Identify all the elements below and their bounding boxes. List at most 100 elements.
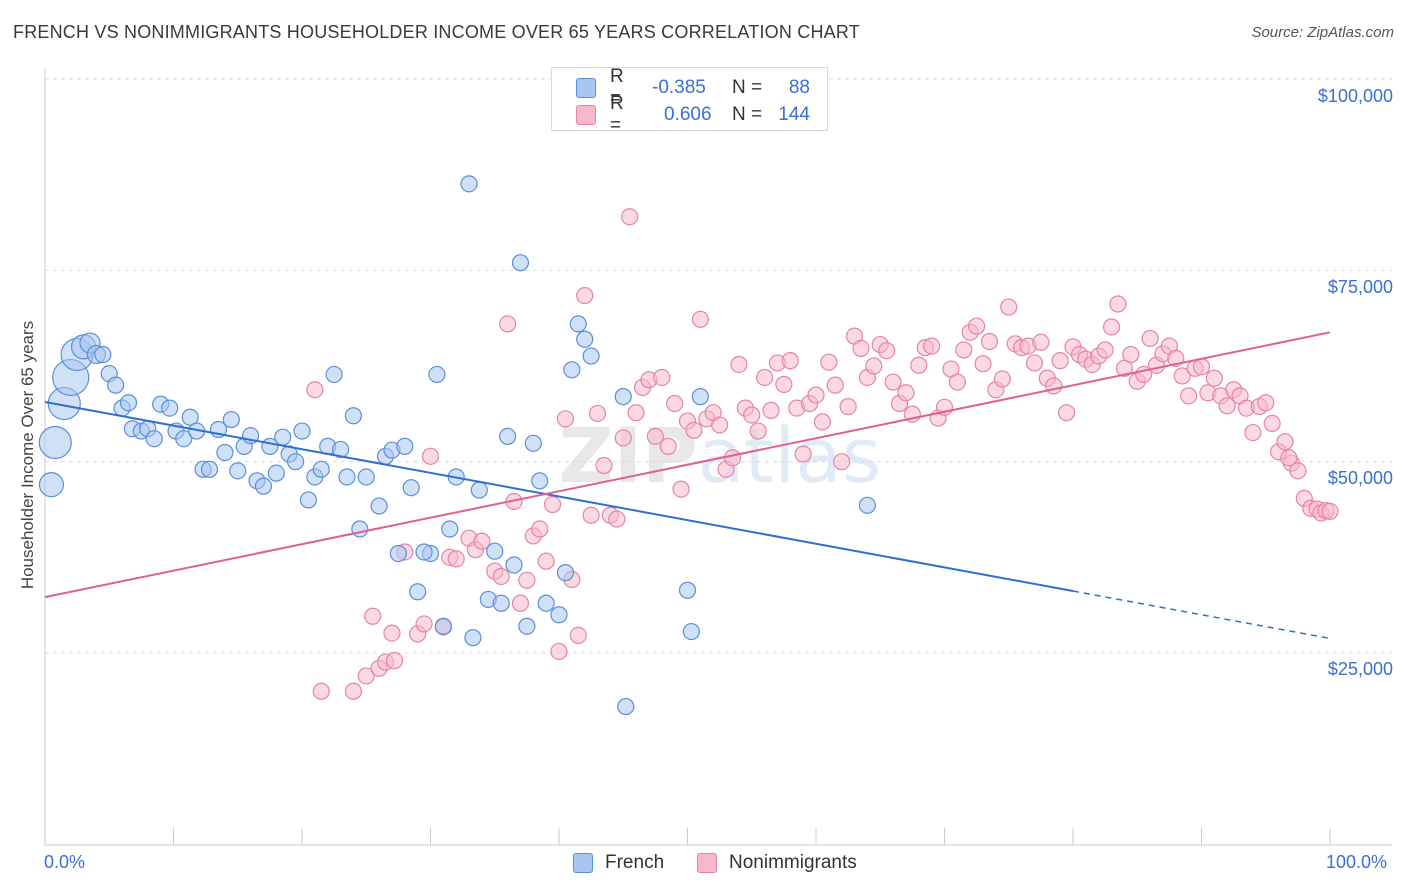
nonimmigrants-point-32 bbox=[588, 404, 607, 423]
nonimmigrants-point-112 bbox=[1102, 318, 1121, 336]
nonimmigrants-point-149 bbox=[385, 652, 404, 670]
french-point-82 bbox=[678, 581, 697, 599]
french-point-21 bbox=[181, 408, 199, 426]
nonimmigrants-point-93 bbox=[980, 332, 999, 351]
french-point-48 bbox=[357, 468, 375, 486]
nonimmigrants-swatch bbox=[576, 105, 596, 125]
french-legend-label: French bbox=[605, 852, 665, 873]
nonimmigrants-point-21 bbox=[518, 571, 536, 589]
axes bbox=[44, 68, 1392, 846]
nonimmigrants-point-118 bbox=[1141, 329, 1159, 348]
nonimmigrants-point-88 bbox=[948, 373, 966, 391]
french-points bbox=[38, 175, 877, 716]
nonimmigrants-point-36 bbox=[614, 429, 632, 447]
french-point-53 bbox=[396, 437, 414, 455]
nonimmigrants-point-89 bbox=[955, 341, 973, 359]
french-trend-extension bbox=[1072, 590, 1331, 640]
french-point-37 bbox=[286, 453, 305, 471]
nonimmigrants-point-10 bbox=[421, 447, 440, 465]
nonimmigrants-point-53 bbox=[723, 449, 742, 467]
nonimmigrants-point-124 bbox=[1180, 387, 1198, 405]
french-point-71 bbox=[524, 434, 542, 452]
nonimmigrants-point-56 bbox=[743, 406, 761, 424]
french-point-80 bbox=[614, 388, 632, 406]
nonimmigrants-point-105 bbox=[1057, 404, 1076, 422]
legend-item-french: French bbox=[573, 852, 664, 874]
r-label: R = bbox=[610, 66, 624, 109]
french-point-41 bbox=[312, 460, 330, 478]
series-legend: French Nonimmigrants bbox=[0, 852, 1406, 876]
french-point-69 bbox=[511, 254, 530, 272]
nonimmigrants-point-37 bbox=[621, 208, 639, 226]
french-point-52 bbox=[389, 544, 407, 563]
nonimmigrants-point-15 bbox=[473, 532, 491, 550]
french-point-20 bbox=[175, 430, 193, 448]
nonimmigrants-point-70 bbox=[833, 453, 851, 471]
nonimmigrants-point-136 bbox=[1257, 394, 1275, 412]
nonimmigrants-trend-line bbox=[44, 331, 1331, 599]
nonimmigrants-point-114 bbox=[1115, 359, 1134, 377]
french-point-58 bbox=[434, 617, 452, 635]
nonimmigrants-point-25 bbox=[543, 495, 562, 514]
nonimmigrants-point-47 bbox=[685, 421, 703, 439]
nonimmigrants-point-43 bbox=[659, 437, 677, 455]
nonimmigrants-legend-swatch bbox=[697, 853, 717, 873]
french-point-54 bbox=[402, 479, 420, 497]
nonimmigrants-legend-label: Nonimmigrants bbox=[729, 852, 857, 873]
french-point-70 bbox=[518, 617, 536, 635]
trend-lines bbox=[44, 331, 1331, 640]
french-swatch bbox=[576, 78, 596, 98]
nonimmigrants-point-20 bbox=[511, 594, 530, 612]
french-point-44 bbox=[331, 440, 350, 459]
french-point-77 bbox=[569, 315, 587, 333]
french-point-68 bbox=[505, 556, 523, 574]
french-point-86 bbox=[415, 543, 433, 561]
grid-lines bbox=[45, 78, 1392, 654]
legend-row-nonimmigrants: R = 0.606 N = 144 bbox=[576, 93, 810, 136]
french-point-79 bbox=[582, 347, 600, 365]
nonimmigrants-point-51 bbox=[711, 416, 729, 434]
r-value: 0.606 bbox=[664, 104, 712, 125]
nonimmigrants-point-115 bbox=[1122, 345, 1140, 364]
nonimmigrants-point-26 bbox=[550, 642, 568, 661]
nonimmigrants-points bbox=[306, 208, 1339, 700]
french-point-34 bbox=[267, 464, 285, 482]
nonimmigrants-point-66 bbox=[807, 386, 825, 404]
nonimmigrants-point-141 bbox=[1289, 462, 1307, 480]
nonimmigrants-point-38 bbox=[627, 404, 645, 422]
nonimmigrants-point-80 bbox=[897, 384, 915, 402]
nonimmigrants-point-123 bbox=[1173, 367, 1191, 385]
nonimmigrants-point-9 bbox=[415, 615, 433, 633]
french-point-59 bbox=[441, 520, 459, 538]
nonimmigrants-point-2 bbox=[357, 667, 375, 685]
nonimmigrants-point-71 bbox=[839, 397, 857, 416]
nonimmigrants-point-31 bbox=[582, 506, 600, 524]
nonimmigrants-point-92 bbox=[974, 355, 992, 373]
y-tick-label-25000: $25,000 bbox=[1327, 659, 1393, 679]
legend-row-french: R = -0.385 N = 88 bbox=[576, 66, 810, 109]
nonimmigrants-point-82 bbox=[910, 356, 928, 374]
nonimmigrants-point-67 bbox=[813, 413, 832, 431]
french-point-45 bbox=[338, 468, 356, 486]
nonimmigrants-point-44 bbox=[666, 394, 684, 413]
nonimmigrants-point-48 bbox=[691, 310, 709, 328]
french-point-32 bbox=[254, 477, 273, 495]
nonimmigrants-point-151 bbox=[1280, 449, 1298, 467]
nonimmigrants-point-139 bbox=[1276, 433, 1294, 451]
french-point-12 bbox=[119, 394, 138, 412]
french-legend-swatch bbox=[573, 853, 593, 873]
nonimmigrants-point-68 bbox=[820, 353, 838, 371]
french-point-75 bbox=[556, 564, 575, 582]
nonimmigrants-point-128 bbox=[1205, 369, 1223, 387]
french-trend-line bbox=[44, 400, 1074, 592]
nonimmigrants-point-29 bbox=[569, 626, 587, 644]
nonimmigrants-point-126 bbox=[1192, 358, 1211, 376]
french-point-26 bbox=[216, 443, 234, 462]
french-point-46 bbox=[344, 407, 362, 425]
nonimmigrants-point-24 bbox=[537, 552, 555, 570]
nonimmigrants-point-64 bbox=[794, 445, 812, 463]
french-point-67 bbox=[499, 427, 517, 446]
french-point-43 bbox=[325, 365, 343, 384]
french-point-63 bbox=[470, 481, 488, 499]
french-point-85 bbox=[858, 496, 877, 514]
